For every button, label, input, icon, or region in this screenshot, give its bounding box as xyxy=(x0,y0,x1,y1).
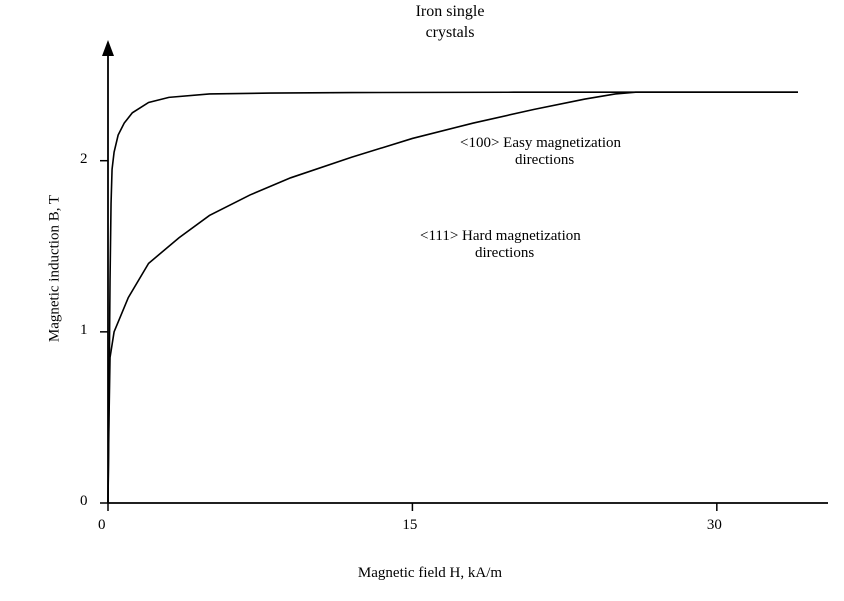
easy-direction-label: <100> Easy magnetization directions xyxy=(460,135,621,169)
x-tick-label: 15 xyxy=(402,517,417,534)
chart-svg xyxy=(0,0,844,601)
y-tick-label: 2 xyxy=(80,151,88,168)
hard-direction-label-line1: <111> Hard magnetization xyxy=(420,228,581,244)
easy-direction-label-line1: <100> Easy magnetization xyxy=(460,135,621,151)
easy-direction-label-line2: directions xyxy=(460,152,574,168)
hard-direction-label-line2: directions xyxy=(420,245,534,261)
x-tick-label: 30 xyxy=(707,517,722,534)
hard-direction-label: <111> Hard magnetization directions xyxy=(420,228,581,262)
magnetization-chart: Iron single crystals Magnetic induction … xyxy=(0,0,844,601)
y-tick-label: 1 xyxy=(80,322,88,339)
y-tick-label: 0 xyxy=(80,493,88,510)
x-tick-label: 0 xyxy=(98,517,106,534)
